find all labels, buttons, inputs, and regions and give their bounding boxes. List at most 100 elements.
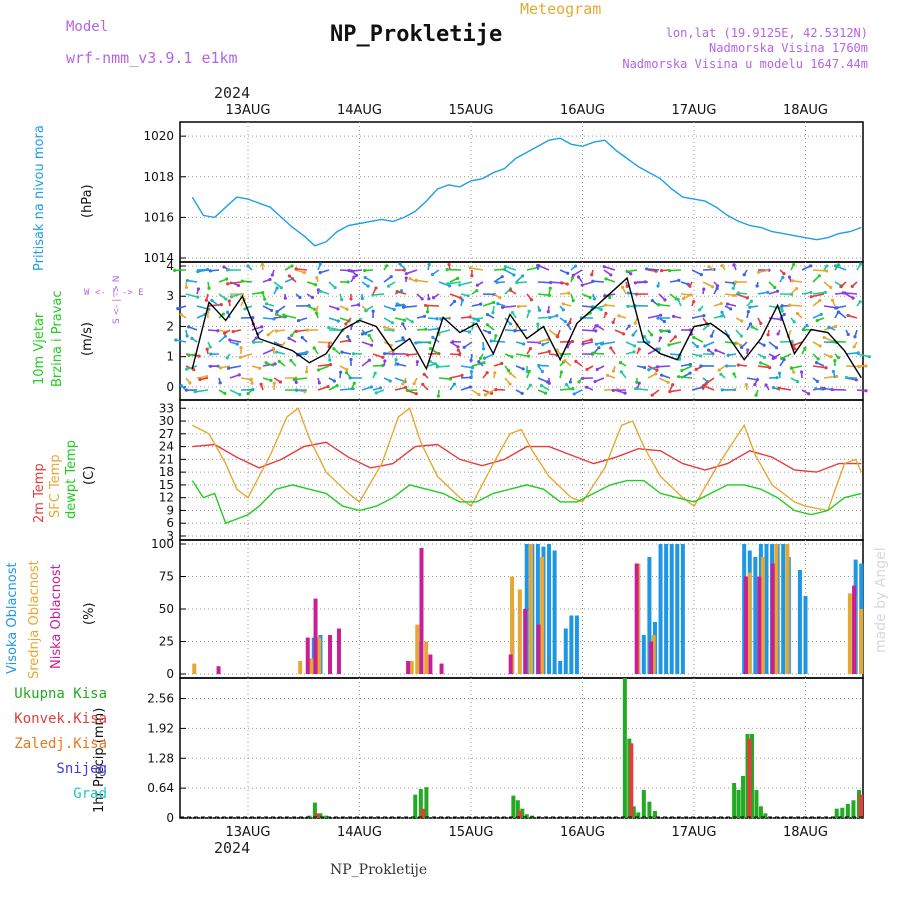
wind-arrow-head [864,364,868,368]
wind-arrow-head [590,273,594,277]
wind-arrow-head [822,386,826,391]
wind-arrow-head [608,295,612,300]
wind-arrow-head [633,344,637,348]
wind-arrow-head [792,262,796,267]
wind-arrow-head [852,345,856,349]
cloud-bar [803,596,808,674]
wind-arrow-head [699,273,704,277]
wind-arrow-head [401,305,406,309]
wind-arrow-head [274,350,279,354]
wind-arrow-head [395,289,399,294]
wind-arrow-head [731,286,735,290]
wind-arrow [437,365,451,368]
wind-arrow-head [833,324,838,329]
wind-arrow-head [655,368,659,372]
wind-arrow-head [477,392,481,397]
wind-arrow [372,293,385,296]
wind-arrow [693,336,704,343]
wind-arrow-head [611,369,616,373]
wind-arrow-head [196,270,200,274]
wind-arrow-head [762,343,766,347]
wind-arrow-head [547,293,552,297]
wind-arrow-head [500,361,504,366]
cloud-bar [313,598,318,674]
cloud-bar [859,609,864,674]
wind-arrow-head [483,393,487,397]
wind-arrow-head [226,366,231,370]
wind-arrow-head [595,367,599,371]
wind-arrow-head [594,329,598,333]
wind-arrow-head [867,355,871,359]
wind-arrow-head [854,378,858,382]
wind-arrow-head [404,385,408,390]
wind-arrow-head [302,270,306,275]
wind-arrow [197,269,209,273]
wind-arrow-head [462,345,466,349]
wind-arrow-head [543,391,548,395]
wind-arrow-head [753,383,757,387]
wind-arrow-head [209,352,213,356]
precip-bar [524,814,529,818]
wind-arrow-head [475,289,479,293]
cloud-bar [510,576,515,674]
pressure-ytick-label: 1020 [143,129,174,143]
wind-arrow-head [805,323,809,327]
wind-arrow-head [360,296,365,301]
precip-bar [840,807,845,818]
wind-arrow [339,317,350,322]
wind-arrow [229,374,240,379]
wind-arrow-head [759,361,763,365]
wind-arrow-head [707,264,711,269]
wind-arrow-head [603,303,608,307]
wind-arrow-head [795,286,799,291]
wind-arrow-head [825,264,829,268]
wind-arrow-head [818,344,822,348]
wind-arrow-head [668,389,672,394]
wind-arrow [526,266,539,271]
wind-arrow-head [662,320,667,324]
precip-bar [754,790,759,818]
precip-bar [636,812,641,818]
wind-arrow-head [637,347,641,351]
lonlat-label: lon,lat (19.9125E, 42.5312N) [665,26,868,40]
wind-arrow [262,348,274,355]
wind-arrow-head [345,368,349,372]
wind-arrow [187,279,198,283]
precip-bar [629,743,634,818]
wind-arrow-head [427,262,431,267]
wind-arrow-head [264,361,268,365]
xtick-label-bottom: 15AUG [448,825,493,840]
cloud-bar [764,544,769,674]
wind-arrow-head [657,347,661,351]
wind-arrow-head [591,351,595,355]
pressure-ytick-label: 1014 [143,251,174,265]
wind-arrow [669,389,682,393]
wind-arrow-head [781,275,785,279]
wind-arrow-head [477,360,481,364]
wind-arrow-head [654,372,658,376]
wind-arrow-head [748,305,752,309]
xtick-label-bottom: 13AUG [225,825,270,840]
wind-arrow-head [818,298,822,303]
wind-arrow [845,352,859,355]
wind-arrow-head [515,281,519,285]
cloud-bar [508,654,513,674]
wind-arrow-head [371,309,375,313]
precip-bar [859,794,864,818]
wind-arrow-head [706,348,711,352]
elevation-label: Nadmorska Visina 1760m [709,41,868,55]
page-subtitle: Meteogram [520,0,602,18]
wind-arrow-head [369,385,374,389]
wind-arrow [283,314,297,319]
wind-arrow [394,377,406,383]
wind-arrow-head [658,336,663,340]
wind-arrow-head [458,283,462,287]
wind-arrow [482,301,494,307]
wind-arrow-head [580,283,584,287]
wind-arrow-head [427,297,431,301]
wind-arrow [781,353,792,360]
wind-arrow-head [225,277,229,281]
cloud-bar [797,570,802,674]
wind-arrow [447,281,462,285]
wind-arrow-head [448,284,452,288]
